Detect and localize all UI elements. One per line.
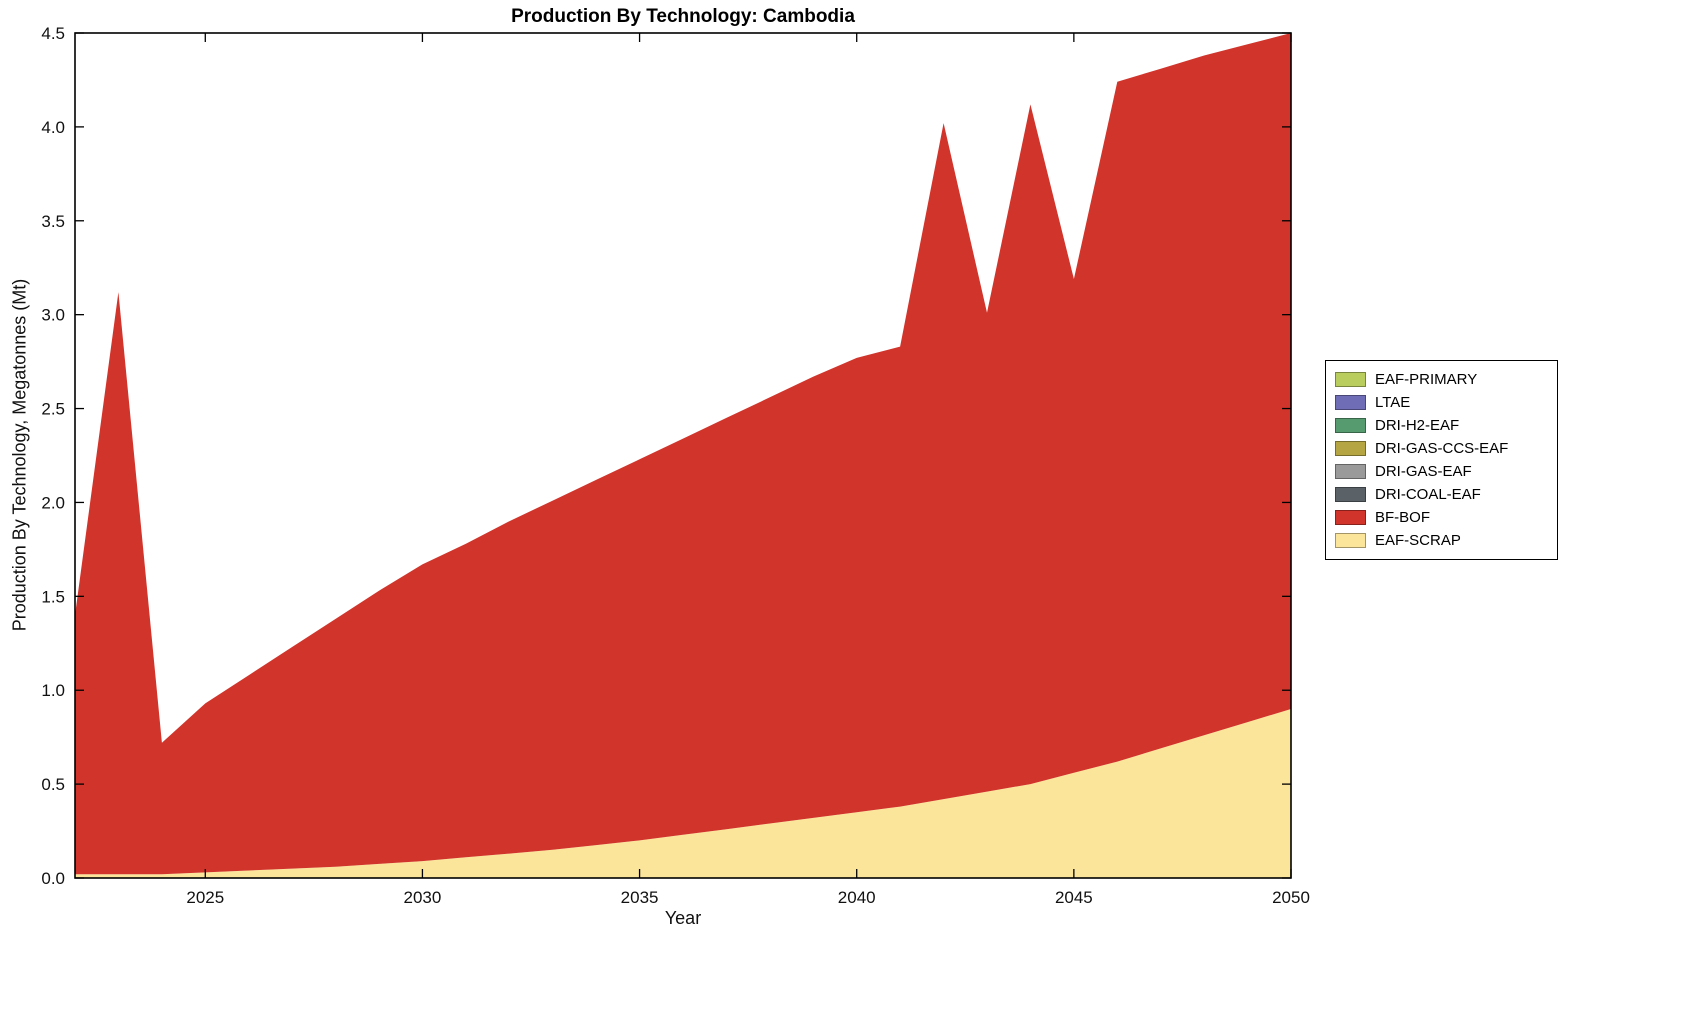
legend-item: BF-BOF <box>1335 506 1548 529</box>
legend-swatch <box>1335 395 1366 410</box>
x-tick-label: 2040 <box>838 888 876 907</box>
x-tick-label: 2025 <box>186 888 224 907</box>
legend-label: EAF-PRIMARY <box>1375 371 1478 388</box>
legend-swatch <box>1335 418 1366 433</box>
legend-swatch <box>1335 464 1366 479</box>
legend-swatch <box>1335 533 1366 548</box>
legend-swatch <box>1335 487 1366 502</box>
y-tick-label: 1.0 <box>41 681 65 700</box>
legend-item: EAF-PRIMARY <box>1335 368 1548 391</box>
legend-item: DRI-GAS-EAF <box>1335 460 1548 483</box>
y-tick-label: 0.0 <box>41 869 65 888</box>
legend-item: DRI-COAL-EAF <box>1335 483 1548 506</box>
area-eaf-scrap <box>75 709 1291 878</box>
y-axis-label: Production By Technology, Megatonnes (Mt… <box>9 278 30 632</box>
legend-label: DRI-H2-EAF <box>1375 417 1460 434</box>
legend-label: BF-BOF <box>1375 509 1430 526</box>
legend-swatch <box>1335 441 1366 456</box>
area-bf-bof <box>75 33 1291 875</box>
x-tick-label: 2050 <box>1272 888 1310 907</box>
legend-label: DRI-GAS-EAF <box>1375 463 1472 480</box>
x-tick-label: 2035 <box>621 888 659 907</box>
legend-item: DRI-H2-EAF <box>1335 414 1548 437</box>
y-tick-label: 1.5 <box>41 587 65 606</box>
y-tick-label: 0.5 <box>41 775 65 794</box>
legend-swatch <box>1335 510 1366 525</box>
legend-label: LTAE <box>1375 394 1411 411</box>
plot-border <box>74 32 1292 879</box>
legend-swatch <box>1335 372 1366 387</box>
chart-title: Production By Technology: Cambodia <box>511 6 855 27</box>
y-tick-label: 3.0 <box>41 306 65 325</box>
legend: EAF-PRIMARY LTAE DRI-H2-EAF DRI-GAS-CCS-EAF… <box>1325 360 1558 560</box>
x-tick-label: 2030 <box>404 888 442 907</box>
y-tick-label: 4.5 <box>41 24 65 43</box>
legend-item: EAF-SCRAP <box>1335 529 1548 552</box>
legend-label: DRI-GAS-CCS-EAF <box>1375 440 1509 457</box>
legend-label: EAF-SCRAP <box>1375 532 1461 549</box>
y-tick-label: 2.5 <box>41 400 65 419</box>
legend-items: EAF-PRIMARY LTAE DRI-H2-EAF DRI-GAS-CCS-EAF… <box>1335 368 1548 552</box>
y-tick-label: 4.0 <box>41 118 65 137</box>
y-tick-label: 2.0 <box>41 493 65 512</box>
legend-item: DRI-GAS-CCS-EAF <box>1335 437 1548 460</box>
x-tick-label: 2045 <box>1055 888 1093 907</box>
y-tick-label: 3.5 <box>41 212 65 231</box>
legend-label: DRI-COAL-EAF <box>1375 486 1481 503</box>
x-axis-label: Year <box>664 908 702 928</box>
legend-item: LTAE <box>1335 391 1548 414</box>
